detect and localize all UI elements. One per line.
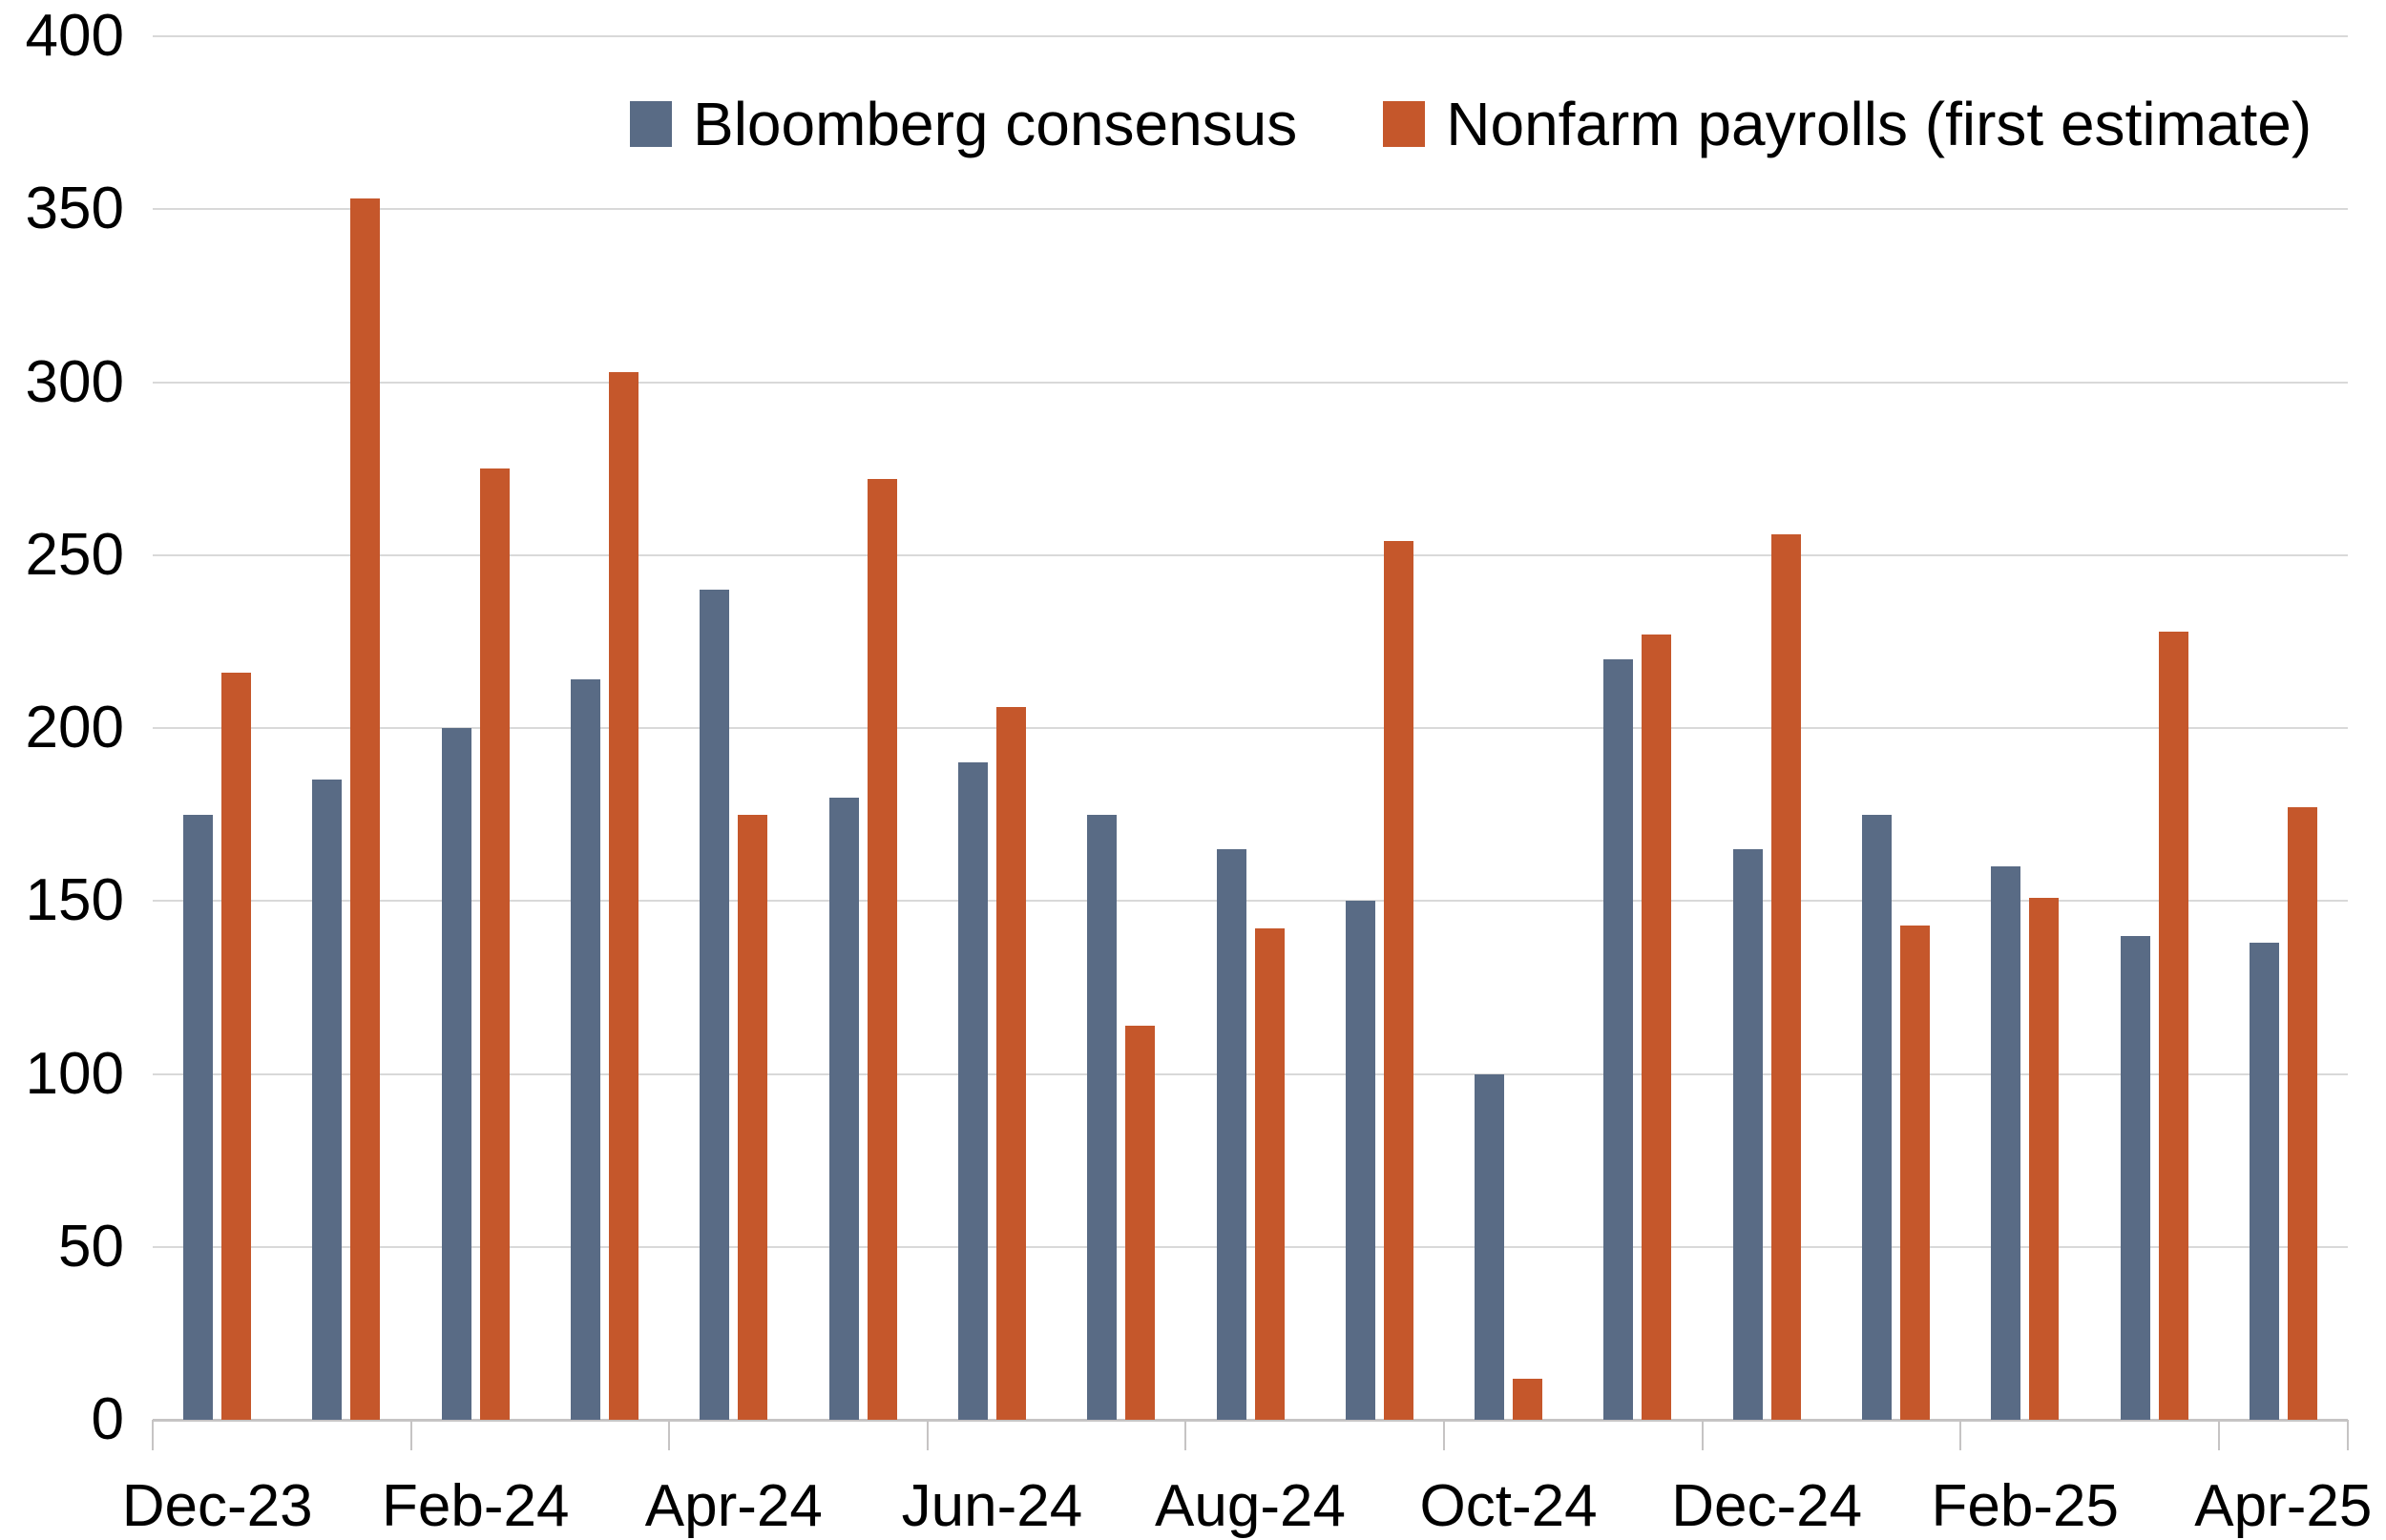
bar-payrolls-Jun-24 (995, 707, 1026, 1420)
x-axis-label-Dec-24: Dec-24 (1671, 1473, 1863, 1539)
chart-legend: Bloomberg consensus Nonfarm payrolls (fi… (630, 94, 2312, 155)
bar-consensus-Dec-24 (1732, 848, 1763, 1420)
bar-payrolls-Mar-24 (609, 371, 639, 1420)
y-axis-tick-label-150: 150 (25, 867, 124, 934)
bar-consensus-Jul-24 (1087, 814, 1118, 1420)
gridline-y-300 (153, 381, 2348, 384)
bar-consensus-Aug-24 (1216, 848, 1246, 1420)
bar-consensus-Jun-24 (957, 762, 988, 1420)
x-axis-label-Oct-24: Oct-24 (1419, 1473, 1598, 1539)
legend-item-payrolls: Nonfarm payrolls (first estimate) (1383, 94, 2312, 155)
bar-consensus-Mar-25 (2120, 935, 2150, 1420)
bar-payrolls-Jan-24 (350, 198, 381, 1420)
x-axis-label-Jun-24: Jun-24 (901, 1473, 1083, 1539)
legend-item-consensus: Bloomberg consensus (630, 94, 1297, 155)
x-axis-tick (668, 1420, 671, 1450)
gridline-y-350 (153, 208, 2348, 211)
bar-consensus-Apr-24 (700, 590, 730, 1420)
bar-payrolls-Nov-24 (1642, 635, 1672, 1420)
x-axis-label-Apr-24: Apr-24 (644, 1473, 823, 1539)
y-axis-tick-label-350: 350 (25, 176, 124, 242)
bar-consensus-Apr-25 (2249, 942, 2279, 1420)
bar-payrolls-Feb-25 (2029, 897, 2060, 1420)
bar-consensus-May-24 (828, 797, 859, 1420)
bar-consensus-Mar-24 (571, 679, 601, 1420)
y-axis-tick-label-400: 400 (25, 3, 124, 69)
bar-payrolls-Sep-24 (1383, 541, 1413, 1420)
x-axis-label-Aug-24: Aug-24 (1155, 1473, 1346, 1539)
bar-consensus-Sep-24 (1345, 901, 1375, 1420)
x-axis-tick (1184, 1420, 1187, 1450)
bar-payrolls-Dec-24 (1770, 534, 1801, 1420)
y-axis-tick-label-200: 200 (25, 695, 124, 760)
bar-payrolls-Feb-24 (479, 468, 510, 1420)
x-axis-tick (1442, 1420, 1445, 1450)
x-axis-label-Feb-25: Feb-25 (1931, 1473, 2119, 1539)
bar-payrolls-Apr-25 (2287, 807, 2317, 1420)
x-axis-label-Apr-25: Apr-25 (2194, 1473, 2373, 1539)
x-axis-tick (1959, 1420, 1962, 1450)
x-axis-tick (409, 1420, 412, 1450)
bar-payrolls-Jan-25 (1899, 925, 1930, 1420)
legend-label-consensus: Bloomberg consensus (693, 90, 1298, 158)
bar-consensus-Feb-25 (1991, 866, 2021, 1420)
x-axis-tick (152, 1420, 154, 1450)
bar-consensus-Feb-24 (441, 728, 471, 1420)
bar-payrolls-Apr-24 (738, 814, 768, 1420)
x-axis-label-Dec-23: Dec-23 (121, 1473, 313, 1539)
y-axis-tick-label-300: 300 (25, 348, 124, 415)
x-axis-tick (2217, 1420, 2220, 1450)
legend-swatch-consensus-icon (630, 101, 672, 147)
x-axis-label-Feb-24: Feb-24 (382, 1473, 570, 1539)
bar-consensus-Nov-24 (1603, 658, 1634, 1420)
bar-payrolls-Jul-24 (1125, 1025, 1156, 1420)
bar-consensus-Jan-24 (312, 780, 343, 1420)
x-axis-tick (1701, 1420, 1704, 1450)
bar-consensus-Oct-24 (1475, 1073, 1505, 1420)
x-axis-tick (926, 1420, 929, 1450)
y-axis-tick-label-100: 100 (25, 1040, 124, 1107)
y-axis-tick-label-250: 250 (25, 521, 124, 588)
bar-consensus-Jan-25 (1861, 814, 1892, 1420)
bar-consensus-Dec-23 (183, 814, 214, 1420)
y-axis-tick-label-50: 50 (58, 1213, 124, 1280)
bar-payrolls-Oct-24 (1513, 1378, 1543, 1420)
bar-payrolls-Aug-24 (1254, 928, 1285, 1420)
y-axis-tick-label-0: 0 (91, 1386, 124, 1452)
legend-label-payrolls: Nonfarm payrolls (first estimate) (1446, 90, 2313, 158)
legend-swatch-payrolls-icon (1383, 101, 1426, 147)
bar-payrolls-Dec-23 (221, 673, 252, 1420)
bar-payrolls-May-24 (867, 479, 897, 1420)
x-axis-tick (2347, 1420, 2349, 1450)
bar-payrolls-Mar-25 (2158, 631, 2188, 1420)
x-axis-line (153, 1419, 2348, 1422)
gridline-y-400 (153, 35, 2348, 37)
